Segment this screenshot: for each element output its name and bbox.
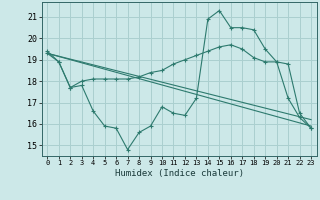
- X-axis label: Humidex (Indice chaleur): Humidex (Indice chaleur): [115, 169, 244, 178]
